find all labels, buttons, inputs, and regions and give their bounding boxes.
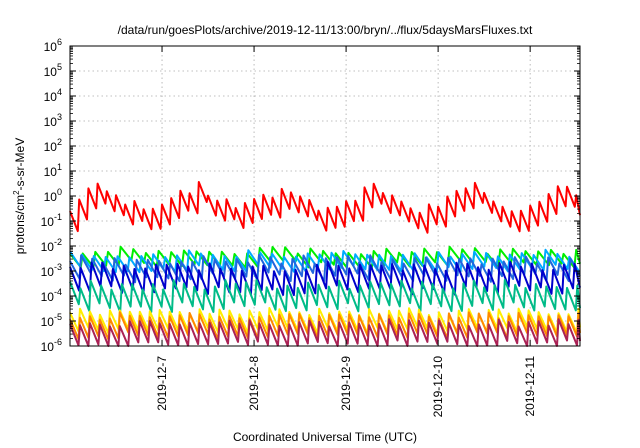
series-layer bbox=[69, 181, 581, 347]
y-tick-label-base: 10 bbox=[41, 315, 55, 329]
series-line-1 bbox=[69, 181, 581, 234]
series-line-9 bbox=[69, 318, 581, 347]
y-tick-label: 10-5 bbox=[41, 312, 62, 329]
x-tick-label: 2019-12-10 bbox=[431, 356, 445, 418]
y-axis-label-sup: 2 bbox=[12, 190, 21, 195]
y-tick-label: 10-1 bbox=[41, 212, 62, 229]
y-tick-label-base: 10 bbox=[41, 290, 55, 304]
series-line-6 bbox=[69, 279, 581, 314]
y-tick-label-base: 10 bbox=[44, 65, 58, 79]
grid-layer bbox=[70, 46, 580, 346]
y-tick-label-exponent: -4 bbox=[54, 287, 62, 297]
y-tick-label-base: 10 bbox=[44, 190, 58, 204]
y-tick-label-base: 10 bbox=[44, 40, 58, 54]
y-tick-label-base: 10 bbox=[41, 215, 55, 229]
series-line-4 bbox=[69, 254, 581, 284]
x-tick-label: 2019-12-11 bbox=[523, 356, 537, 417]
x-axis-label: Coordinated Universal Time (UTC) bbox=[233, 430, 417, 444]
y-tick-label: 104 bbox=[44, 87, 62, 104]
chart-title: /data/run/goesPlots/archive/2019-12-11/1… bbox=[118, 23, 533, 37]
y-tick-label: 103 bbox=[44, 112, 62, 129]
y-tick-label-base: 10 bbox=[41, 240, 55, 254]
x-tick-label: 2019-12-9 bbox=[339, 356, 353, 411]
y-tick-label: 102 bbox=[44, 137, 62, 154]
y-axis-label: protons/cm2-s-sr-MeV bbox=[12, 138, 27, 254]
y-tick-label-base: 10 bbox=[41, 265, 55, 279]
y-tick-label-base: 10 bbox=[44, 90, 58, 104]
y-tick-label: 105 bbox=[44, 62, 62, 79]
y-tick-label-base: 10 bbox=[41, 340, 55, 354]
y-tick-label-exponent: -3 bbox=[54, 262, 62, 272]
y-tick-label: 100 bbox=[44, 187, 62, 204]
y-tick-label-exponent: 0 bbox=[57, 187, 62, 197]
y-tick-label: 10-4 bbox=[41, 287, 62, 304]
y-tick-label-exponent: 3 bbox=[57, 112, 62, 122]
x-tick-label: 2019-12-7 bbox=[155, 356, 169, 411]
y-tick-label-exponent: 2 bbox=[57, 137, 62, 147]
y-tick-label-base: 10 bbox=[44, 115, 58, 129]
y-axis-label-main: protons/cm bbox=[13, 195, 27, 254]
x-tick-label: 2019-12-8 bbox=[247, 356, 261, 411]
y-axis-label-rest: -s-sr-MeV bbox=[13, 138, 27, 191]
y-tick-label: 10-6 bbox=[41, 337, 62, 354]
y-tick-label-exponent: -1 bbox=[54, 212, 62, 222]
y-tick-label: 10-3 bbox=[41, 262, 62, 279]
y-tick-label: 10-2 bbox=[41, 237, 62, 254]
y-tick-label-exponent: 1 bbox=[57, 162, 62, 172]
y-tick-label-exponent: 6 bbox=[57, 37, 62, 47]
y-tick-label: 101 bbox=[44, 162, 62, 179]
series-line-5 bbox=[69, 260, 581, 297]
tick-layer: 10-610-510-410-310-210-11001011021031041… bbox=[41, 37, 580, 417]
y-tick-label-exponent: -6 bbox=[54, 337, 62, 347]
y-tick-label-exponent: 5 bbox=[57, 62, 62, 72]
y-tick-label-exponent: 4 bbox=[57, 87, 62, 97]
y-tick-label: 106 bbox=[44, 37, 62, 54]
y-tick-label-base: 10 bbox=[44, 140, 58, 154]
y-tick-label-base: 10 bbox=[44, 165, 58, 179]
y-tick-label-exponent: -5 bbox=[54, 312, 62, 322]
y-tick-label-exponent: -2 bbox=[54, 237, 62, 247]
